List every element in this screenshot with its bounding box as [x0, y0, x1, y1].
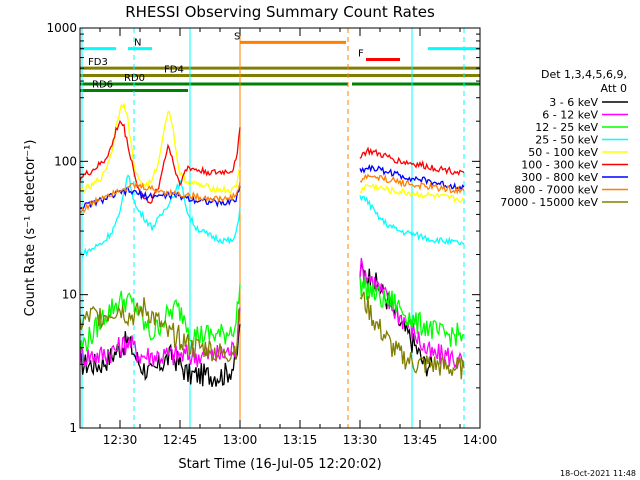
- flag-label-s: S: [234, 31, 240, 42]
- x-tick-label: 13:45: [403, 433, 438, 447]
- series-line-800-7000-kev: [79, 181, 241, 214]
- legend-entry-label: 100 - 300 keV: [521, 159, 598, 172]
- flag-label-n: N: [134, 38, 141, 49]
- footer-timestamp: 18-Oct-2021 11:48: [560, 469, 636, 478]
- series-line-12-25-kev: [359, 276, 465, 347]
- x-axis-ticks: 12:30 12:45 13:00 13:15 13:30 13:45 14:00: [79, 28, 498, 447]
- flag-label-rd6: RD6: [92, 79, 113, 90]
- x-tick-label: 13:30: [343, 433, 378, 447]
- vertical-markers: [81, 28, 465, 428]
- y-axis-label: Count Rate (s⁻¹ detector⁻¹): [23, 140, 38, 317]
- x-tick-label: 13:00: [223, 433, 258, 447]
- y-axis-ticks: 1 10 100 1000: [46, 21, 480, 435]
- series-line-50-100-kev: [359, 183, 465, 204]
- series-line-7000-15000-kev: [359, 291, 465, 380]
- flag-bars: N S F FD3 FD4 RD0 RD6: [80, 31, 480, 92]
- x-tick-label: 12:30: [103, 433, 138, 447]
- flag-label-rd0: RD0: [124, 73, 145, 84]
- x-tick-label: 14:00: [463, 433, 498, 447]
- legend-title-attenuator: Att 0: [601, 82, 627, 95]
- series-line-6-12-kev: [359, 257, 465, 369]
- series-line-3-6-kev: [79, 324, 241, 388]
- legend-entry-label: 800 - 7000 keV: [514, 184, 598, 197]
- legend-entry-label: 12 - 25 keV: [535, 121, 598, 134]
- legend-entry-label: 7000 - 15000 keV: [500, 196, 598, 209]
- series-lines: [79, 102, 465, 388]
- x-axis-label: Start Time (16-Jul-05 12:20:02): [178, 457, 381, 472]
- flag-label-fd4: FD4: [164, 65, 184, 76]
- series-line-25-50-kev: [79, 174, 241, 258]
- series-line-50-100-kev: [79, 102, 241, 195]
- chart-title: RHESSI Observing Summary Count Rates: [125, 3, 435, 21]
- x-tick-label: 12:45: [163, 433, 198, 447]
- x-tick-label: 13:15: [283, 433, 318, 447]
- flag-label-f: F: [358, 49, 364, 60]
- series-line-300-800-kev: [359, 163, 465, 192]
- y-tick-label: 1: [69, 421, 77, 435]
- y-tick-label: 100: [54, 154, 77, 168]
- legend-entry-label: 3 - 6 keV: [549, 96, 598, 109]
- series-line-7000-15000-kev: [79, 297, 241, 363]
- y-tick-label: 10: [62, 288, 77, 302]
- series-line-300-800-kev: [79, 186, 241, 212]
- legend-entry-label: 300 - 800 keV: [521, 171, 598, 184]
- series-line-800-7000-kev: [359, 173, 465, 195]
- legend-entry-label: 25 - 50 keV: [535, 134, 598, 147]
- legend-title: Det 1,3,4,5,6,9,: [541, 68, 627, 81]
- legend-entry-label: 6 - 12 keV: [542, 109, 598, 122]
- y-tick-label: 1000: [46, 21, 77, 35]
- series-line-100-300-kev: [359, 146, 465, 176]
- flag-label-fd3: FD3: [88, 57, 108, 68]
- series-line-100-300-kev: [79, 119, 241, 205]
- legend-entry-label: 50 - 100 keV: [528, 146, 598, 159]
- series-line-25-50-kev: [359, 195, 465, 246]
- series-line-12-25-kev: [79, 284, 241, 352]
